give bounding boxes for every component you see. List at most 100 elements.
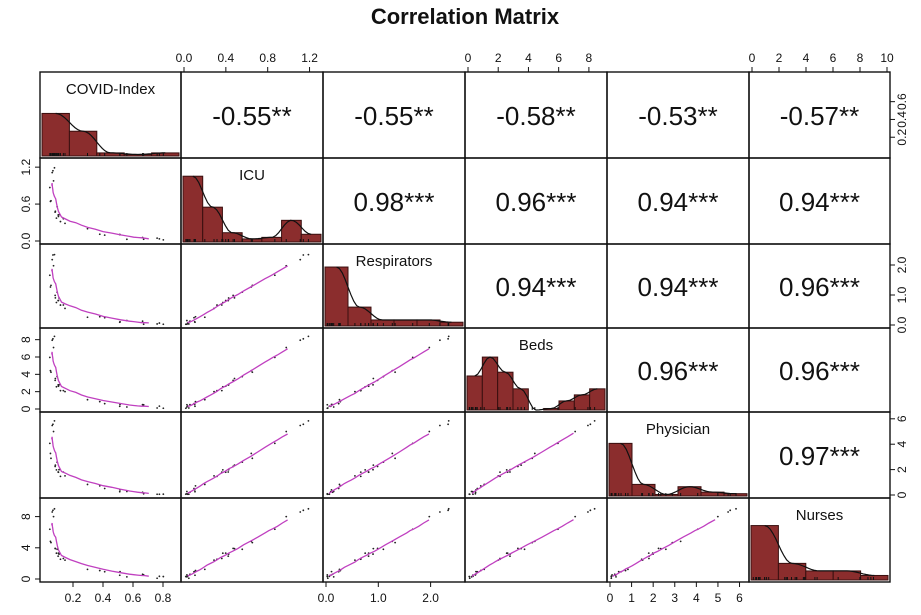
density-curve — [764, 525, 875, 577]
scatter-point — [574, 430, 577, 433]
scatter-point — [574, 515, 577, 518]
scatter-point — [447, 423, 450, 426]
left-tick-label: 8 — [19, 336, 33, 343]
scatter-point — [185, 319, 188, 322]
scatter-point — [664, 548, 667, 551]
scatter-point — [394, 371, 397, 374]
histogram-bar — [497, 371, 514, 411]
density-curve — [336, 266, 452, 323]
scatter-point — [54, 465, 57, 468]
variable-label: Nurses — [796, 507, 844, 524]
scatter-point — [338, 398, 341, 401]
histogram-bar — [608, 442, 633, 497]
scatter-point — [193, 320, 196, 323]
scatter-point — [162, 575, 165, 578]
scatter-point — [367, 555, 370, 558]
bottom-tick-label: 1 — [628, 591, 635, 605]
scatter-point — [162, 323, 165, 326]
scatter-point — [589, 509, 592, 512]
scatter-point — [213, 559, 215, 561]
scatter-point — [194, 574, 196, 577]
scatter-point — [51, 339, 54, 342]
scatter-point — [58, 468, 60, 471]
scatter-point — [57, 555, 60, 558]
histogram-bar — [723, 493, 748, 497]
panel-border-r1-c0 — [39, 157, 182, 245]
scatter-point — [468, 575, 471, 578]
scatter-point — [194, 315, 197, 318]
scatter-point — [364, 468, 367, 471]
scatter-point — [509, 555, 511, 558]
scatter-point — [354, 390, 356, 393]
scatter-point — [52, 346, 55, 349]
bottom-tick-label: 0.0 — [318, 591, 335, 605]
right-tick-label: 0.4 — [895, 111, 909, 128]
scatter-point — [57, 215, 60, 218]
scatter-point — [142, 323, 145, 326]
scatter-point — [86, 568, 89, 571]
scatter-point — [251, 541, 254, 544]
smoother-line — [187, 348, 288, 408]
scatter-point — [299, 339, 302, 342]
right-tick-label: 2 — [895, 466, 909, 473]
scatter-point — [184, 407, 187, 410]
scatter-point — [48, 442, 51, 445]
scatter-point — [59, 304, 62, 306]
histogram-bar — [750, 525, 779, 581]
smoother-line — [187, 265, 288, 324]
correlation-value: 0.97*** — [779, 441, 860, 471]
scatter-point — [593, 507, 596, 510]
scatter-point — [657, 547, 660, 550]
left-tick-label: 0 — [19, 405, 33, 412]
smoother-line — [471, 519, 574, 577]
scatter-point — [221, 552, 224, 555]
density-curve — [620, 442, 736, 496]
top-tick-label: 1.2 — [301, 51, 318, 65]
scatter-point — [227, 471, 230, 473]
smoother-line — [51, 183, 149, 240]
scatter-point — [49, 540, 52, 543]
scatter-point — [54, 547, 57, 550]
scatter-point — [186, 574, 188, 576]
scatter-point — [52, 430, 55, 433]
scatter-point — [54, 296, 57, 299]
scatter-point — [58, 553, 60, 555]
histogram-bar — [805, 570, 834, 581]
bottom-tick-label: 3 — [671, 591, 678, 605]
scatter-point — [125, 238, 128, 241]
right-tick-label: 1.0 — [895, 286, 909, 303]
density-curve — [192, 175, 312, 240]
scatter-point — [48, 274, 51, 277]
scatter-point — [735, 507, 737, 510]
scatter-point — [428, 515, 431, 518]
scatter-point — [338, 483, 341, 486]
scatter-point — [59, 558, 62, 561]
scatter-point — [156, 577, 159, 580]
scatter-point — [50, 284, 52, 287]
scatter-point — [326, 575, 329, 578]
scatter-point — [394, 457, 397, 460]
scatter-point — [55, 552, 58, 555]
scatter-point — [330, 488, 333, 491]
scatter-point — [221, 468, 224, 471]
correlation-value: 0.94*** — [496, 272, 577, 302]
scatter-point — [64, 474, 66, 477]
scatter-point — [185, 490, 188, 493]
scatter-point — [53, 335, 56, 338]
top-tick-label: 0.8 — [259, 51, 276, 65]
top-tick-label: 6 — [555, 51, 562, 65]
smoother-line — [51, 436, 149, 495]
right-tick-label: 0.2 — [895, 129, 909, 146]
density-curve — [55, 112, 166, 156]
histogram-bar — [300, 233, 322, 243]
panel-border-r4-c0 — [39, 411, 182, 499]
scatter-point — [447, 337, 450, 340]
panel-border-r5-c0 — [39, 497, 182, 583]
scatter-point — [328, 493, 331, 496]
panel-border-r2-c0 — [39, 243, 182, 329]
scatter-point — [52, 509, 54, 512]
scatter-point — [428, 430, 431, 433]
left-tick-label: 6 — [19, 353, 33, 360]
scatter-point — [53, 507, 56, 510]
scatter-point — [587, 511, 589, 513]
